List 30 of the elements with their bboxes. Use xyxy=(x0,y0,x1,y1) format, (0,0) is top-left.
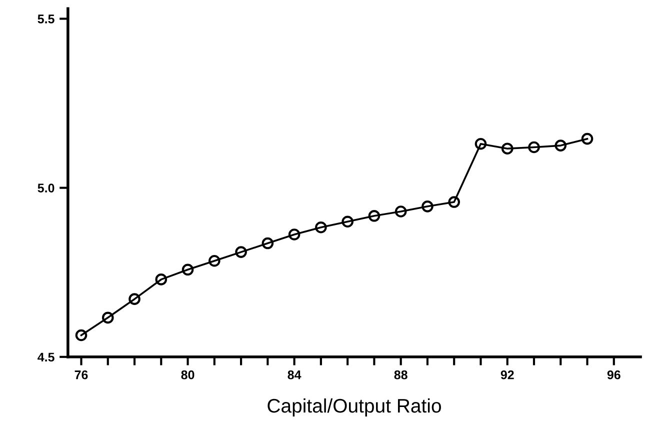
point xyxy=(422,200,434,212)
x-tick-label: 92 xyxy=(500,370,514,380)
point xyxy=(182,264,194,276)
point xyxy=(448,196,460,208)
x-tick-label: 84 xyxy=(288,370,302,380)
x-tick-label: 80 xyxy=(181,370,194,380)
point xyxy=(235,246,247,258)
point xyxy=(342,216,354,228)
point xyxy=(288,228,300,240)
y-tick-label: 4.5 xyxy=(38,352,54,362)
point xyxy=(581,132,594,145)
point xyxy=(75,329,88,342)
point xyxy=(528,141,540,154)
point xyxy=(394,206,407,218)
point xyxy=(155,274,168,286)
point xyxy=(102,312,114,324)
x-tick-label: 76 xyxy=(74,370,88,380)
point xyxy=(554,140,567,152)
point xyxy=(262,237,274,250)
y-tick-label: 5.5 xyxy=(38,14,54,24)
point xyxy=(368,210,380,222)
x-tick-label: 88 xyxy=(394,370,408,380)
point xyxy=(128,293,140,305)
point xyxy=(315,221,327,234)
point xyxy=(501,142,514,154)
x-axis-title: Capital/Output Ratio xyxy=(268,398,441,417)
y-tick-label: 5.0 xyxy=(38,184,54,192)
point xyxy=(208,254,220,267)
x-tick-label: 96 xyxy=(607,370,620,380)
point xyxy=(474,138,487,150)
